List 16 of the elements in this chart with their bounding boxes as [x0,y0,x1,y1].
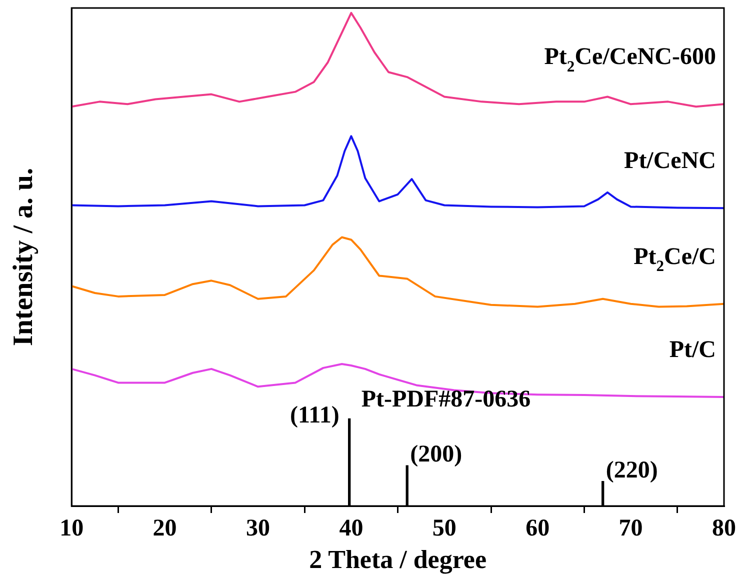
series-label: Pt/CeNC [624,148,716,174]
x-tick-label: 30 [246,516,270,542]
x-axis-title: 2 Theta / degree [309,545,487,574]
x-tick-label: 80 [712,516,736,542]
series-label: Pt-PDF#87-0636 [361,386,531,413]
annotation: (111) [290,402,340,429]
y-axis-title: Intensity / a. u. [8,168,40,346]
x-tick-label: 20 [152,516,177,542]
x-tick-label: 70 [618,516,643,542]
annotation: (220) [606,457,658,484]
x-tick-label: 10 [60,516,84,542]
annotation: (200) [410,442,462,468]
series-label: Pt/C [669,337,716,364]
x-tick-label: 60 [526,516,550,542]
x-tick-label: 50 [432,516,456,542]
x-tick-label: 40 [339,516,364,542]
